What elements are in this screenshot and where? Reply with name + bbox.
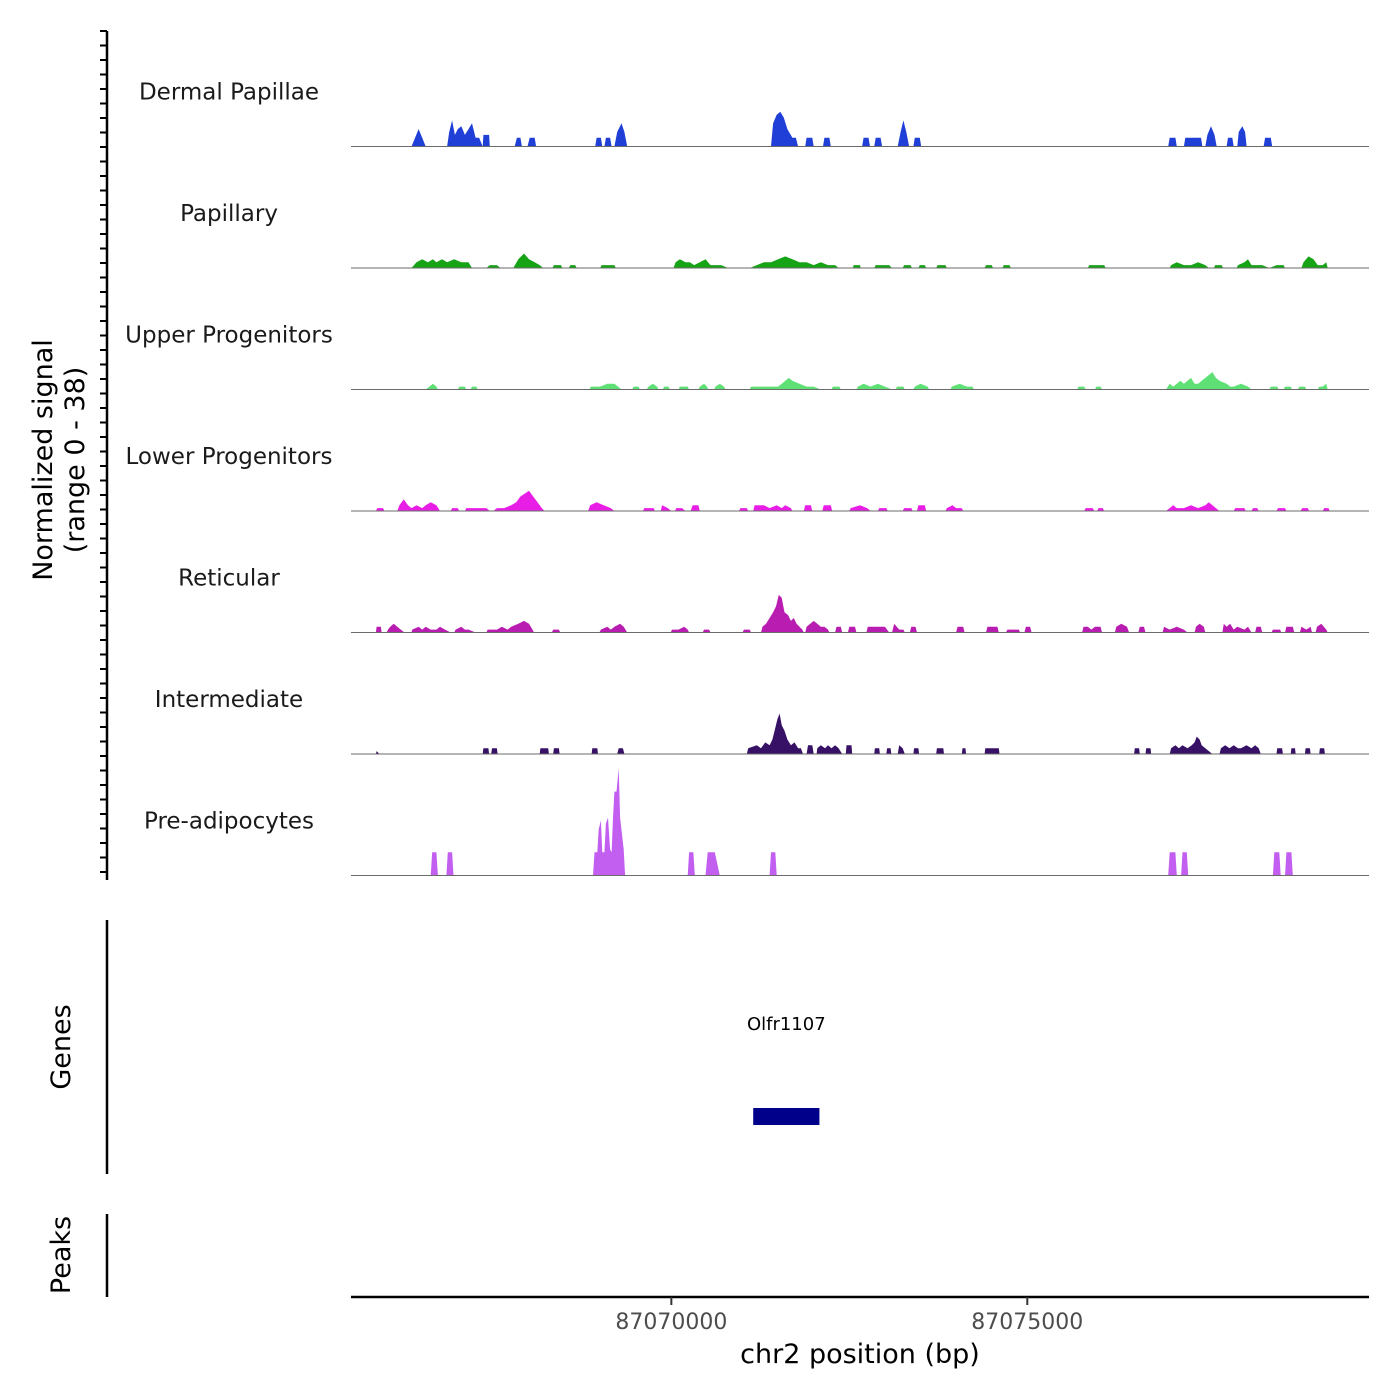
signal-area-pre-adipocytes <box>430 768 1293 876</box>
x-tick-label: 87070000 <box>615 1310 727 1335</box>
track-upper-progenitors: Upper Progenitors <box>125 323 1369 390</box>
track-label: Upper Progenitors <box>125 323 333 349</box>
track-dermal-papillae: Dermal Papillae <box>139 80 1369 147</box>
signal-area-papillary <box>411 253 1328 268</box>
track-lower-progenitors: Lower Progenitors <box>126 444 1369 512</box>
gene-body <box>753 1108 820 1125</box>
y-axis-title-line2: (range 0 - 38) <box>60 367 91 554</box>
gene-label: Olfr1107 <box>747 1014 826 1035</box>
signal-area-intermediate <box>375 713 1325 754</box>
signal-area-dermal-papillae <box>411 111 1273 147</box>
signal-area-reticular <box>375 594 1328 633</box>
y-axis-title-line1: Normalized signal <box>28 339 59 581</box>
track-intermediate: Intermediate <box>155 687 1369 755</box>
signal-area-upper-progenitors <box>425 372 1328 390</box>
track-label: Dermal Papillae <box>139 80 319 106</box>
coverage-tracks: Dermal Papillae Papillary Upper Progenitor… <box>125 80 1369 876</box>
track-papillary: Papillary <box>180 201 1369 269</box>
peaks-panel-title: Peaks <box>46 1216 77 1294</box>
genes-panel-title: Genes <box>46 1004 77 1089</box>
x-axis-title: chr2 position (bp) <box>740 1339 980 1370</box>
track-label: Pre-adipocytes <box>144 809 314 835</box>
signal-area-lower-progenitors <box>375 490 1330 511</box>
track-reticular: Reticular <box>178 566 1369 633</box>
track-pre-adipocytes: Pre-adipocytes <box>144 768 1369 876</box>
track-label: Intermediate <box>155 687 303 713</box>
track-label: Papillary <box>180 201 278 227</box>
track-label: Lower Progenitors <box>126 444 333 470</box>
x-tick-label: 87075000 <box>971 1310 1083 1335</box>
x-axis-ticks: 87070000 87075000 <box>615 1297 1083 1335</box>
track-label: Reticular <box>178 566 280 592</box>
coverage-y-axis-ticks <box>100 30 107 873</box>
gene-annotations: Olfr1107 <box>747 1014 826 1125</box>
